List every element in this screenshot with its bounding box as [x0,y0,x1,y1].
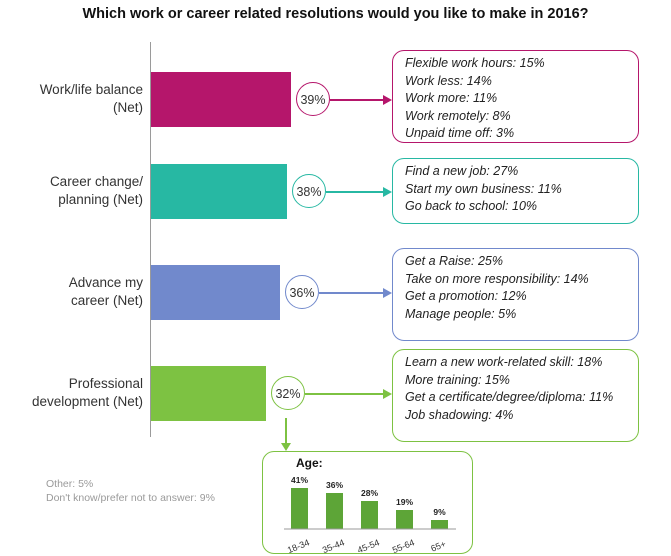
age-tick-label: 45-54 [356,537,381,555]
detail-item: Go back to school: 10% [405,199,538,214]
value-label: 38% [292,174,326,208]
connector-arrowhead [383,389,392,399]
value-label: 36% [285,275,319,309]
age-data-label: 9% [433,507,446,517]
detail-box: Get a Raise: 25% Take on more responsibil… [392,248,639,341]
value-label: 32% [271,376,305,410]
category-label: Professional development (Net) [31,376,143,409]
detail-item: Get a certificate/degree/diploma: 11% [405,390,614,405]
connector-line [330,99,383,101]
age-tick-label: 55-64 [391,537,416,555]
age-bar [361,501,378,529]
age-connector-line [285,418,287,444]
detail-item: Job shadowing: 4% [405,407,514,422]
detail-item: Take on more responsibility: 14% [405,271,589,286]
detail-item: Work less: 14% [405,73,492,88]
age-bar-chart: 41% 18-34 36% 35-44 28% 45-54 19% 55-64 9% 65+ [284,475,456,555]
connector-arrowhead [383,288,392,298]
age-connector-arrowhead [281,443,291,451]
detail-item: Work remotely: 8% [405,108,511,123]
connector-line [319,292,383,294]
detail-box: Flexible work hours: 15% Work less: 14% Wo… [392,50,639,143]
bar [151,265,280,320]
detail-item: Get a Raise: 25% [405,254,503,268]
footnote-other: Other: 5% [46,478,94,490]
detail-item: Unpaid time off: 3% [405,126,515,141]
age-tick-label: 65+ [429,539,447,554]
detail-item: Start my own business: 11% [405,181,562,196]
detail-item: Get a promotion: 12% [405,289,527,304]
value-label: 39% [296,82,330,116]
detail-box: Learn a new work-related skill: 18% More … [392,349,639,442]
footnote-dont-know: Don't know/prefer not to answer: 9% [46,492,215,504]
age-data-label: 36% [326,480,343,490]
age-bar [396,510,413,529]
detail-item: Find a new job: 27% [405,164,519,178]
age-data-label: 41% [291,475,308,485]
age-bar [291,488,308,529]
detail-box: Find a new job: 27% Start my own business… [392,158,639,224]
detail-item: Flexible work hours: 15% [405,56,545,70]
detail-item: Manage people: 5% [405,306,517,321]
age-bar [326,493,343,529]
age-bar [431,520,448,529]
chart-title: Which work or career related resolutions… [82,6,589,22]
connector-line [305,393,383,395]
age-data-label: 28% [361,488,378,498]
age-data-label: 19% [396,497,413,507]
detail-item: Work more: 11% [405,91,498,106]
detail-item: Learn a new work-related skill: 18% [405,355,603,369]
connector-arrowhead [383,187,392,197]
bar [151,72,291,127]
age-chart-title: Age: [296,456,323,470]
category-label: Work/life balance (Net) [39,82,143,115]
category-label: Advance my career (Net) [68,275,143,308]
detail-item: More training: 15% [405,372,510,387]
bar [151,366,266,421]
y-axis-line [150,42,151,437]
connector-line [326,191,383,193]
category-label: Career change/ planning (Net) [49,174,143,207]
bar [151,164,287,219]
age-tick-label: 18-34 [286,537,311,555]
connector-arrowhead [383,95,392,105]
age-tick-label: 35-44 [321,537,346,555]
